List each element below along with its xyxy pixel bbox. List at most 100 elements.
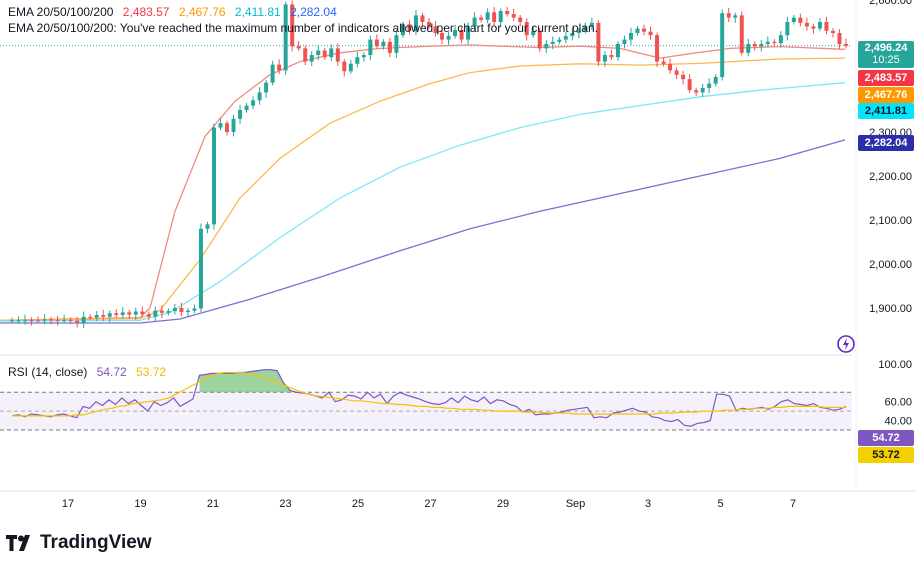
candle-body [381, 41, 386, 47]
candle-body [420, 15, 425, 22]
ema-legend: EMA 20/50/100/200 2,483.57 2,467.76 2,41… [8, 5, 343, 19]
candle-body [700, 88, 705, 93]
candle-body [146, 314, 151, 317]
price-tick-label: 2,200.00 [869, 171, 912, 183]
time-tick-label: 29 [497, 498, 509, 510]
time-tick-label: Sep [566, 498, 586, 510]
candle-body [94, 315, 99, 318]
candle-body [720, 13, 725, 77]
time-tick-label: 7 [790, 498, 796, 510]
price-tick-label: 2,100.00 [869, 215, 912, 227]
candle-body [440, 33, 445, 40]
rsi-line [11, 369, 847, 427]
candle-body [309, 55, 314, 62]
candle-body [492, 12, 497, 22]
rsi-tick-label: 60.00 [884, 397, 912, 409]
rsi-ma-badge: 53.72 [858, 447, 914, 463]
candle-body [524, 22, 529, 36]
rsi-overbought-fill [199, 369, 297, 393]
ema-line-3 [0, 139, 846, 324]
last-price: 2,496.24 [864, 42, 908, 54]
candle-body [733, 15, 738, 18]
candle-body [407, 24, 412, 31]
candle-body [661, 61, 666, 64]
candle-body [648, 31, 653, 36]
time-tick-label: 17 [62, 498, 74, 510]
candle-body [537, 30, 542, 49]
candle-body [140, 311, 145, 315]
candle-body [570, 33, 575, 37]
candle-body [427, 22, 431, 27]
candle-body [348, 63, 353, 72]
rsi-value-badge: 54.72 [858, 430, 914, 446]
rsi-legend-ma: 53.72 [136, 365, 167, 379]
candle-body [804, 22, 809, 27]
candle-body [107, 313, 112, 317]
candle-body [511, 14, 516, 18]
rsi-tick-label: 100.00 [878, 359, 912, 371]
candle-body [172, 308, 177, 312]
candle-body [133, 311, 138, 315]
rsi-legend-value: 54.72 [96, 365, 127, 379]
candle-body [739, 15, 744, 53]
candle-body [453, 29, 458, 37]
price-tick-label: 1,900.00 [869, 303, 912, 315]
ema-line-0 [0, 44, 846, 321]
candle-body [642, 28, 647, 32]
candle-body [270, 64, 275, 83]
candle-body [335, 48, 340, 62]
candle-body [668, 63, 673, 71]
candle-body [622, 39, 627, 44]
candle-body [218, 123, 223, 128]
candle-body [290, 4, 295, 47]
candle-body [81, 316, 86, 323]
candle-body [36, 320, 41, 322]
ema-100-value: 2,411.81 [234, 5, 281, 19]
candle-body [231, 118, 236, 132]
candle-body [49, 319, 54, 321]
candle-body [316, 50, 321, 55]
candle-body [798, 17, 803, 23]
candle-body [355, 57, 360, 64]
candle-body [459, 29, 464, 40]
lightning-icon [837, 335, 855, 353]
candle-body [602, 55, 607, 62]
candle-body [635, 28, 640, 33]
candle-body [88, 316, 93, 318]
candle-body [159, 310, 164, 313]
candle-body [257, 92, 262, 101]
candle-body [368, 39, 373, 55]
candle-body [101, 315, 106, 317]
ema-line-1 [0, 57, 846, 321]
candle-body [687, 79, 692, 91]
candle-body [791, 17, 796, 22]
candle-body [68, 319, 73, 321]
candle-body [583, 26, 588, 31]
last-price-badge: 2,496.24 10:25 [858, 41, 914, 68]
candle-body [726, 13, 731, 18]
candle-body [277, 64, 282, 71]
ema-100-badge: 2,411.81 [858, 103, 914, 119]
candle-body [55, 319, 60, 321]
ema-50-value: 2,467.76 [178, 5, 226, 19]
candle-body [329, 48, 334, 58]
candle-body [62, 319, 67, 321]
candle-body [179, 308, 184, 312]
ema-20-value: 2,483.57 [122, 5, 170, 19]
candle-body [29, 319, 34, 321]
candle-body [251, 100, 256, 106]
candle-body [837, 33, 842, 44]
time-tick-label: 25 [352, 498, 364, 510]
tradingview-logo[interactable]: TradingView [6, 532, 152, 554]
candle-body [166, 311, 171, 313]
candle-body [466, 26, 471, 40]
candle-body [505, 11, 510, 15]
candle-body [387, 41, 392, 53]
candle-body [628, 33, 633, 40]
indicator-limit-warning: EMA 20/50/100/200: You've reached the ma… [8, 21, 598, 35]
candle-body [609, 55, 614, 58]
bar-countdown: 10:25 [872, 54, 900, 66]
candle-body [238, 110, 243, 119]
